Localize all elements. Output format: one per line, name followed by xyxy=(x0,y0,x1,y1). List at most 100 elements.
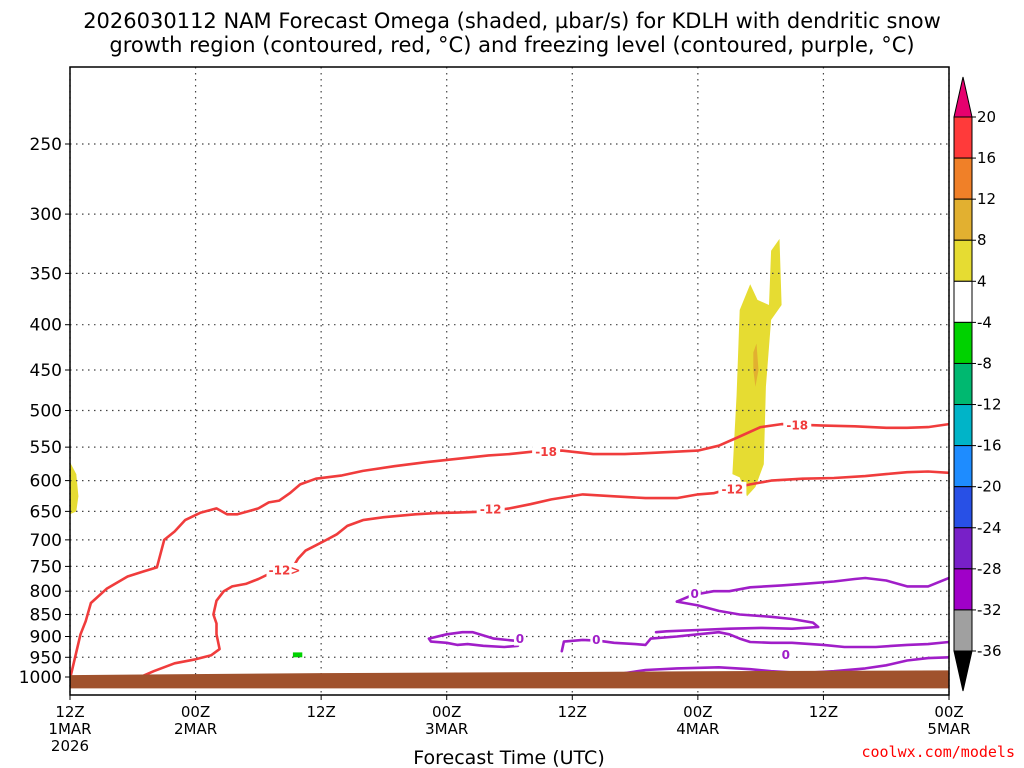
contour-label-bg xyxy=(590,632,603,647)
x-tick-year: 2026 xyxy=(51,737,89,755)
y-tick-label: 550 xyxy=(30,438,62,458)
colorbar-label: -32 xyxy=(977,601,1002,619)
y-tick-label: 650 xyxy=(30,502,62,522)
y-tick-label: 1000 xyxy=(19,668,62,688)
y-tick-label: 750 xyxy=(30,557,62,577)
y-tick-label: 850 xyxy=(30,606,62,626)
colorbar-band xyxy=(953,362,973,406)
y-axis-ticks: 2503003504004505005506006507007508008509… xyxy=(19,135,70,688)
colorbar-over-triangle xyxy=(953,76,973,118)
y-tick-label: 300 xyxy=(30,205,62,225)
y-tick-label: 600 xyxy=(30,472,62,492)
contour-label: 0 xyxy=(516,632,524,646)
contour-label: 0 xyxy=(782,648,790,662)
colorbar-label: -8 xyxy=(977,354,992,372)
x-tick-label: 12Z xyxy=(558,703,587,721)
x-tick-label: 00Z xyxy=(432,703,461,721)
x-tick-date: 3MAR xyxy=(425,720,468,738)
y-tick-label: 900 xyxy=(30,627,62,647)
contour-dgz-bottom xyxy=(134,470,949,681)
contour-frz-lower-mid xyxy=(560,630,949,653)
contour-label-bg xyxy=(476,502,505,516)
contour-frz-inner xyxy=(654,600,820,634)
shade-rising-motion-8-12 xyxy=(753,343,759,387)
contour-label: -12> xyxy=(269,563,301,577)
y-tick-label: 500 xyxy=(30,402,62,422)
omega-colorbar: 20 16 12 8 4 -4 -8 -12 -16 -20 -24 -28 -32 -36 xyxy=(953,76,1002,692)
colorbar-band xyxy=(953,568,973,611)
x-tick-date: 4MAR xyxy=(676,720,719,738)
colorbar-band xyxy=(953,321,973,364)
y-tick-label: 250 xyxy=(30,135,62,155)
contour-label-bg xyxy=(513,631,526,646)
contour-frz-mid-upper xyxy=(675,576,949,603)
contour-label-bg xyxy=(718,481,747,496)
y-tick-label: 950 xyxy=(30,648,62,668)
x-axis-title: Forecast Time (UTC) xyxy=(413,747,604,768)
x-tick-label: 12Z xyxy=(809,703,838,721)
contour-label: -18 xyxy=(786,418,808,432)
chart-title-line-2: growth region (contoured, red, °C) and f… xyxy=(109,33,915,57)
terrain-fill xyxy=(70,670,949,689)
colorbar-band xyxy=(953,609,973,652)
contour-label: -12 xyxy=(480,503,502,517)
colorbar-label: -4 xyxy=(977,313,992,331)
colorbar-band xyxy=(953,404,973,447)
contour-label-bg xyxy=(783,417,812,432)
x-tick-date: 5MAR xyxy=(927,720,970,738)
y-tick-label: 700 xyxy=(30,531,62,551)
colorbar-label: -24 xyxy=(977,519,1002,537)
colorbar-band xyxy=(953,445,973,488)
colorbar-label: 4 xyxy=(977,272,987,290)
contour-label: 0 xyxy=(592,633,600,647)
colorbar-label: 16 xyxy=(977,149,996,167)
chart-title-line-1: 2026030112 NAM Forecast Omega (shaded, µ… xyxy=(83,9,941,33)
terrain-layer xyxy=(70,670,949,689)
colorbar-label: -16 xyxy=(977,437,1002,455)
colorbar-band xyxy=(953,116,973,159)
y-tick-label: 400 xyxy=(30,316,62,336)
plot-frame xyxy=(69,66,950,696)
contour-label-bg xyxy=(779,647,792,662)
omega-shading-layer xyxy=(70,238,782,658)
contour-label-bg xyxy=(266,562,303,577)
colorbar-label: -36 xyxy=(977,642,1002,660)
x-tick-label: 12Z xyxy=(306,703,335,721)
contour-label: -18 xyxy=(535,445,557,459)
contour-label-layer: -18 -18 -12 -12 -12> 0 0 0 0 xyxy=(266,417,812,662)
y-tick-label: 450 xyxy=(30,361,62,381)
colorbar-under-triangle xyxy=(953,650,973,692)
colorbar-band xyxy=(953,486,973,529)
shade-sinking-green-2 xyxy=(292,652,303,658)
colorbar-band xyxy=(953,198,973,241)
colorbar-band xyxy=(953,280,973,323)
colorbar-label: -28 xyxy=(977,560,1002,578)
x-tick-label: 00Z xyxy=(934,703,963,721)
y-tick-label: 800 xyxy=(30,582,62,602)
grid-layer xyxy=(69,67,950,695)
colorbar-label: 8 xyxy=(977,231,987,249)
contour-label: -12 xyxy=(722,482,744,496)
x-tick-label: 00Z xyxy=(181,703,210,721)
x-tick-label: 12Z xyxy=(55,703,84,721)
credit-link[interactable]: coolwx.com/models xyxy=(861,743,1015,761)
contour-frz-lower-left xyxy=(427,630,520,649)
contour-dgz-top xyxy=(70,422,949,681)
x-tick-label: 00Z xyxy=(683,703,712,721)
contour-label: 0 xyxy=(691,587,699,601)
shade-left-edge-rising xyxy=(70,462,79,515)
contour-label-bg xyxy=(532,444,561,459)
x-tick-date: 1MAR xyxy=(48,720,91,738)
y-tick-label: 350 xyxy=(30,264,62,284)
colorbar-label: 12 xyxy=(977,190,996,208)
contour-label-bg xyxy=(688,586,701,601)
x-tick-date: 2MAR xyxy=(174,720,217,738)
colorbar-band xyxy=(953,527,973,570)
colorbar-band xyxy=(953,157,973,200)
colorbar-label: 20 xyxy=(977,108,996,126)
colorbar-label: -12 xyxy=(977,396,1002,414)
colorbar-label: -20 xyxy=(977,478,1002,496)
colorbar-band xyxy=(953,239,973,282)
